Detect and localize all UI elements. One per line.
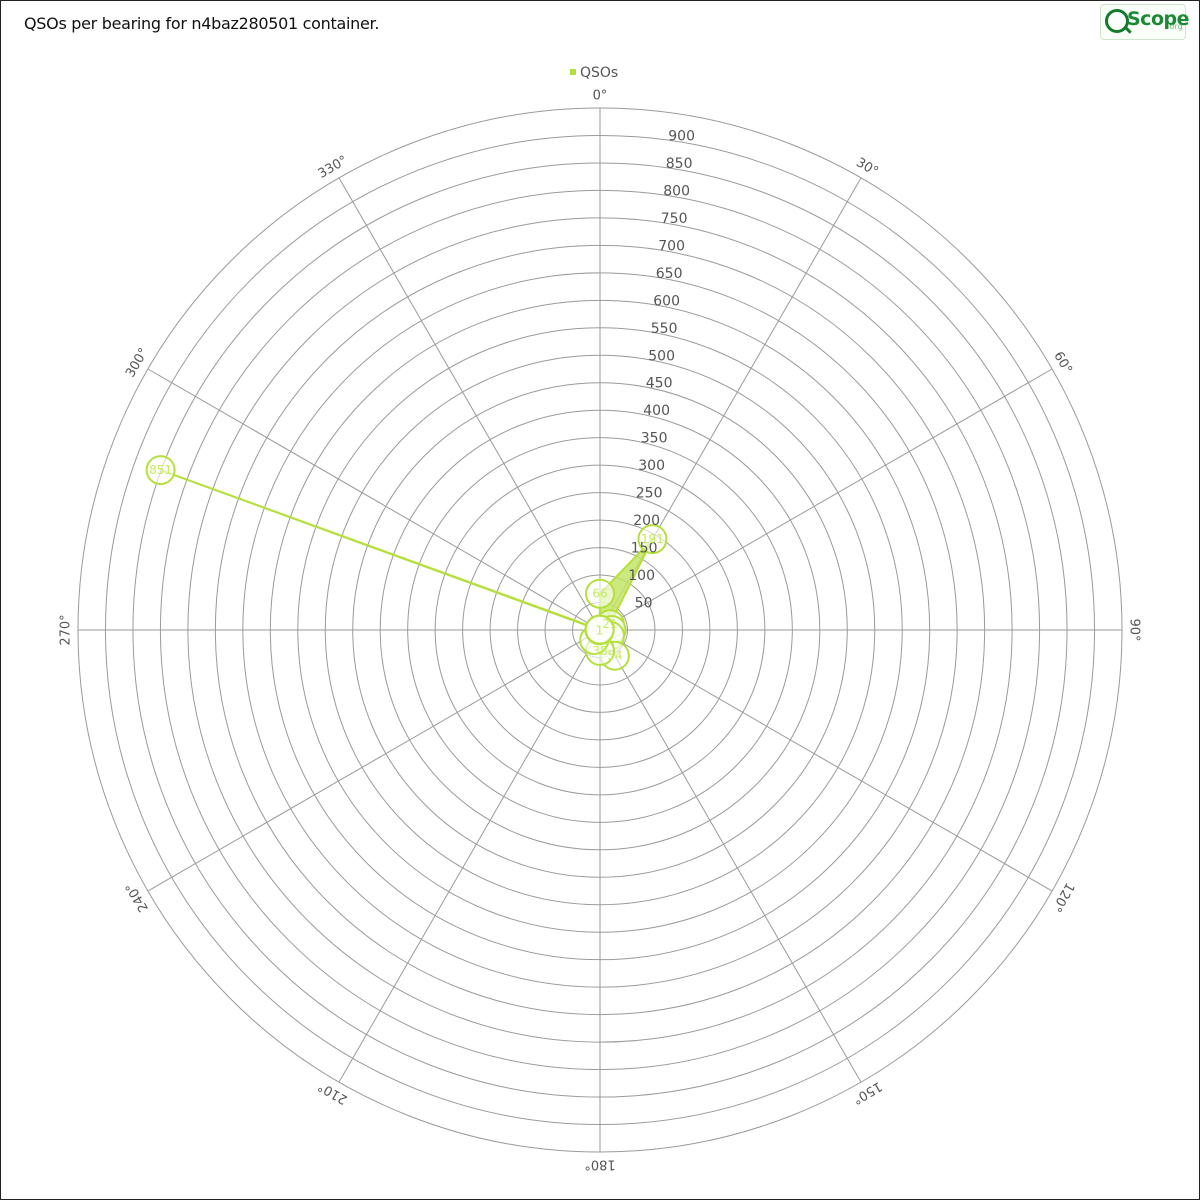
data-point-label: 21 — [602, 617, 617, 631]
legend-swatch-qsos — [570, 69, 576, 75]
bearing-label: 330° — [316, 153, 351, 182]
radial-tick-label: 300 — [638, 458, 665, 474]
bearing-label: 270° — [58, 614, 73, 645]
chart-title: QSOs per bearing for n4baz280501 contain… — [24, 14, 380, 33]
data-point[interactable] — [585, 578, 615, 609]
data-point-label: 1 — [596, 623, 604, 637]
radial-tick-label: 50 — [635, 596, 653, 612]
data-point-label: 54 — [607, 649, 622, 663]
data-point[interactable] — [637, 524, 668, 555]
bearing-label: 90° — [1127, 618, 1142, 641]
radial-tick-label: 650 — [656, 266, 683, 282]
grid-spoke — [599, 629, 862, 1083]
grid-spoke — [599, 629, 1053, 892]
radial-tick-label: 850 — [666, 156, 693, 172]
logo-suffix: .org — [1167, 22, 1183, 31]
radial-tick-label: 450 — [646, 376, 673, 392]
data-point-label: 38 — [592, 644, 607, 658]
series-area-qsos — [159, 469, 654, 657]
grid-spoke — [147, 629, 601, 892]
radial-tick-label: 900 — [668, 128, 695, 144]
radial-tick-label: 550 — [651, 321, 678, 337]
data-point-label: 66 — [592, 587, 607, 601]
radial-tick-label: 800 — [663, 183, 690, 199]
series-layer — [145, 455, 668, 671]
data-point-label: 851 — [149, 463, 172, 477]
logo-text: Scope — [1127, 8, 1190, 30]
radial-tick-label: 200 — [633, 513, 660, 529]
radial-tick-label: 750 — [661, 211, 688, 227]
qscope-logo[interactable]: Scope .org — [1100, 4, 1190, 40]
radial-tick-label: 150 — [631, 541, 658, 557]
grid-layer — [77, 107, 1123, 1153]
radial-tick-label: 350 — [641, 431, 668, 447]
radial-tick-label: 500 — [648, 348, 675, 364]
bearing-label: 180° — [584, 1157, 615, 1172]
data-point[interactable] — [145, 455, 176, 486]
grid-spoke — [338, 629, 601, 1083]
data-point[interactable] — [584, 614, 615, 645]
bearing-label: 210° — [316, 1078, 351, 1107]
grid-spoke — [338, 177, 601, 631]
radial-tick-label: 600 — [653, 293, 680, 309]
bearing-label: 150° — [850, 1078, 885, 1107]
grid-spoke — [599, 368, 1053, 631]
radial-tick-label: 250 — [636, 486, 663, 502]
bearing-label: 300° — [123, 346, 152, 381]
legend[interactable]: QSOs — [570, 65, 618, 81]
data-point-label: 191 — [641, 532, 664, 546]
bearing-label: 120° — [1048, 880, 1077, 915]
radial-tick-label: 100 — [628, 568, 655, 584]
bearing-label: 240° — [123, 880, 152, 915]
grid-spoke — [147, 368, 601, 631]
legend-label-qsos: QSOs — [580, 65, 618, 81]
radial-tick-label: 400 — [643, 403, 670, 419]
radial-tick-label: 700 — [658, 238, 685, 254]
magnifier-icon — [1105, 9, 1129, 33]
bearing-label: 0° — [593, 88, 608, 103]
